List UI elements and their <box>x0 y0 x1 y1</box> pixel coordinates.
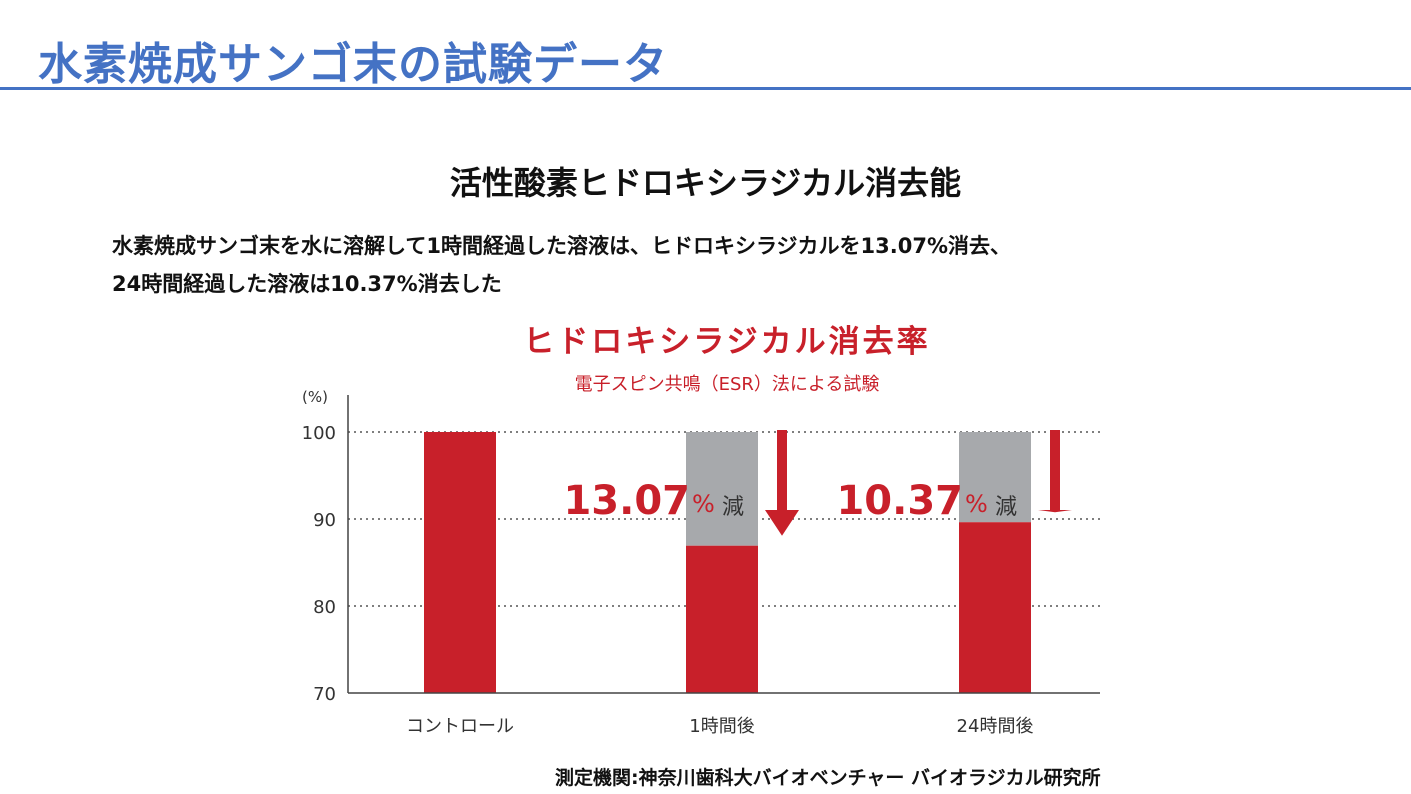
y-axis-label: (%) <box>302 388 328 406</box>
down-arrow-icon <box>1050 430 1060 510</box>
x-tick-label: 1時間後 <box>689 716 754 737</box>
reduction-suffix: 減 <box>995 495 1017 520</box>
y-tick-label: 80 <box>313 597 336 618</box>
bar <box>424 432 496 693</box>
y-tick-label: 70 <box>313 684 336 705</box>
slide-title: 水素焼成サンゴ末の試験データ <box>38 39 668 90</box>
reduction-segment <box>686 432 758 546</box>
bar <box>686 545 758 693</box>
down-arrow-head-icon <box>1038 510 1072 513</box>
reduction-unit: % <box>692 490 715 518</box>
description-line-1: 水素焼成サンゴ末を水に溶解して1時間経過した溶液は、ヒドロキシラジカルを13.0… <box>112 234 1012 258</box>
description-line-2: 24時間経過した溶液は10.37%消去した <box>112 272 502 296</box>
slide-subtitle: 活性酸素ヒドロキシラジカル消去能 <box>449 164 962 202</box>
down-arrow-head-icon <box>765 510 799 536</box>
reduction-suffix: 減 <box>722 495 744 520</box>
reduction-value: 13.07 <box>563 478 690 524</box>
down-arrow-icon <box>777 430 787 510</box>
y-tick-label: 100 <box>302 423 336 444</box>
reduction-unit: % <box>965 490 988 518</box>
x-tick-label: 24時間後 <box>957 716 1034 737</box>
reduction-value: 10.37 <box>836 478 963 524</box>
reduction-segment <box>959 432 1031 523</box>
y-tick-label: 90 <box>313 510 336 531</box>
chart-title: ヒドロキシラジカル消去率 <box>523 324 930 360</box>
footer-source: 測定機関:神奈川歯科大バイオベンチャー バイオラジカル研究所 <box>555 767 1101 789</box>
x-tick-label: コントロール <box>406 716 514 737</box>
bar <box>959 522 1031 693</box>
title-underline <box>0 87 1411 90</box>
chart-subtitle: 電子スピン共鳴（ESR）法による試験 <box>575 374 880 395</box>
